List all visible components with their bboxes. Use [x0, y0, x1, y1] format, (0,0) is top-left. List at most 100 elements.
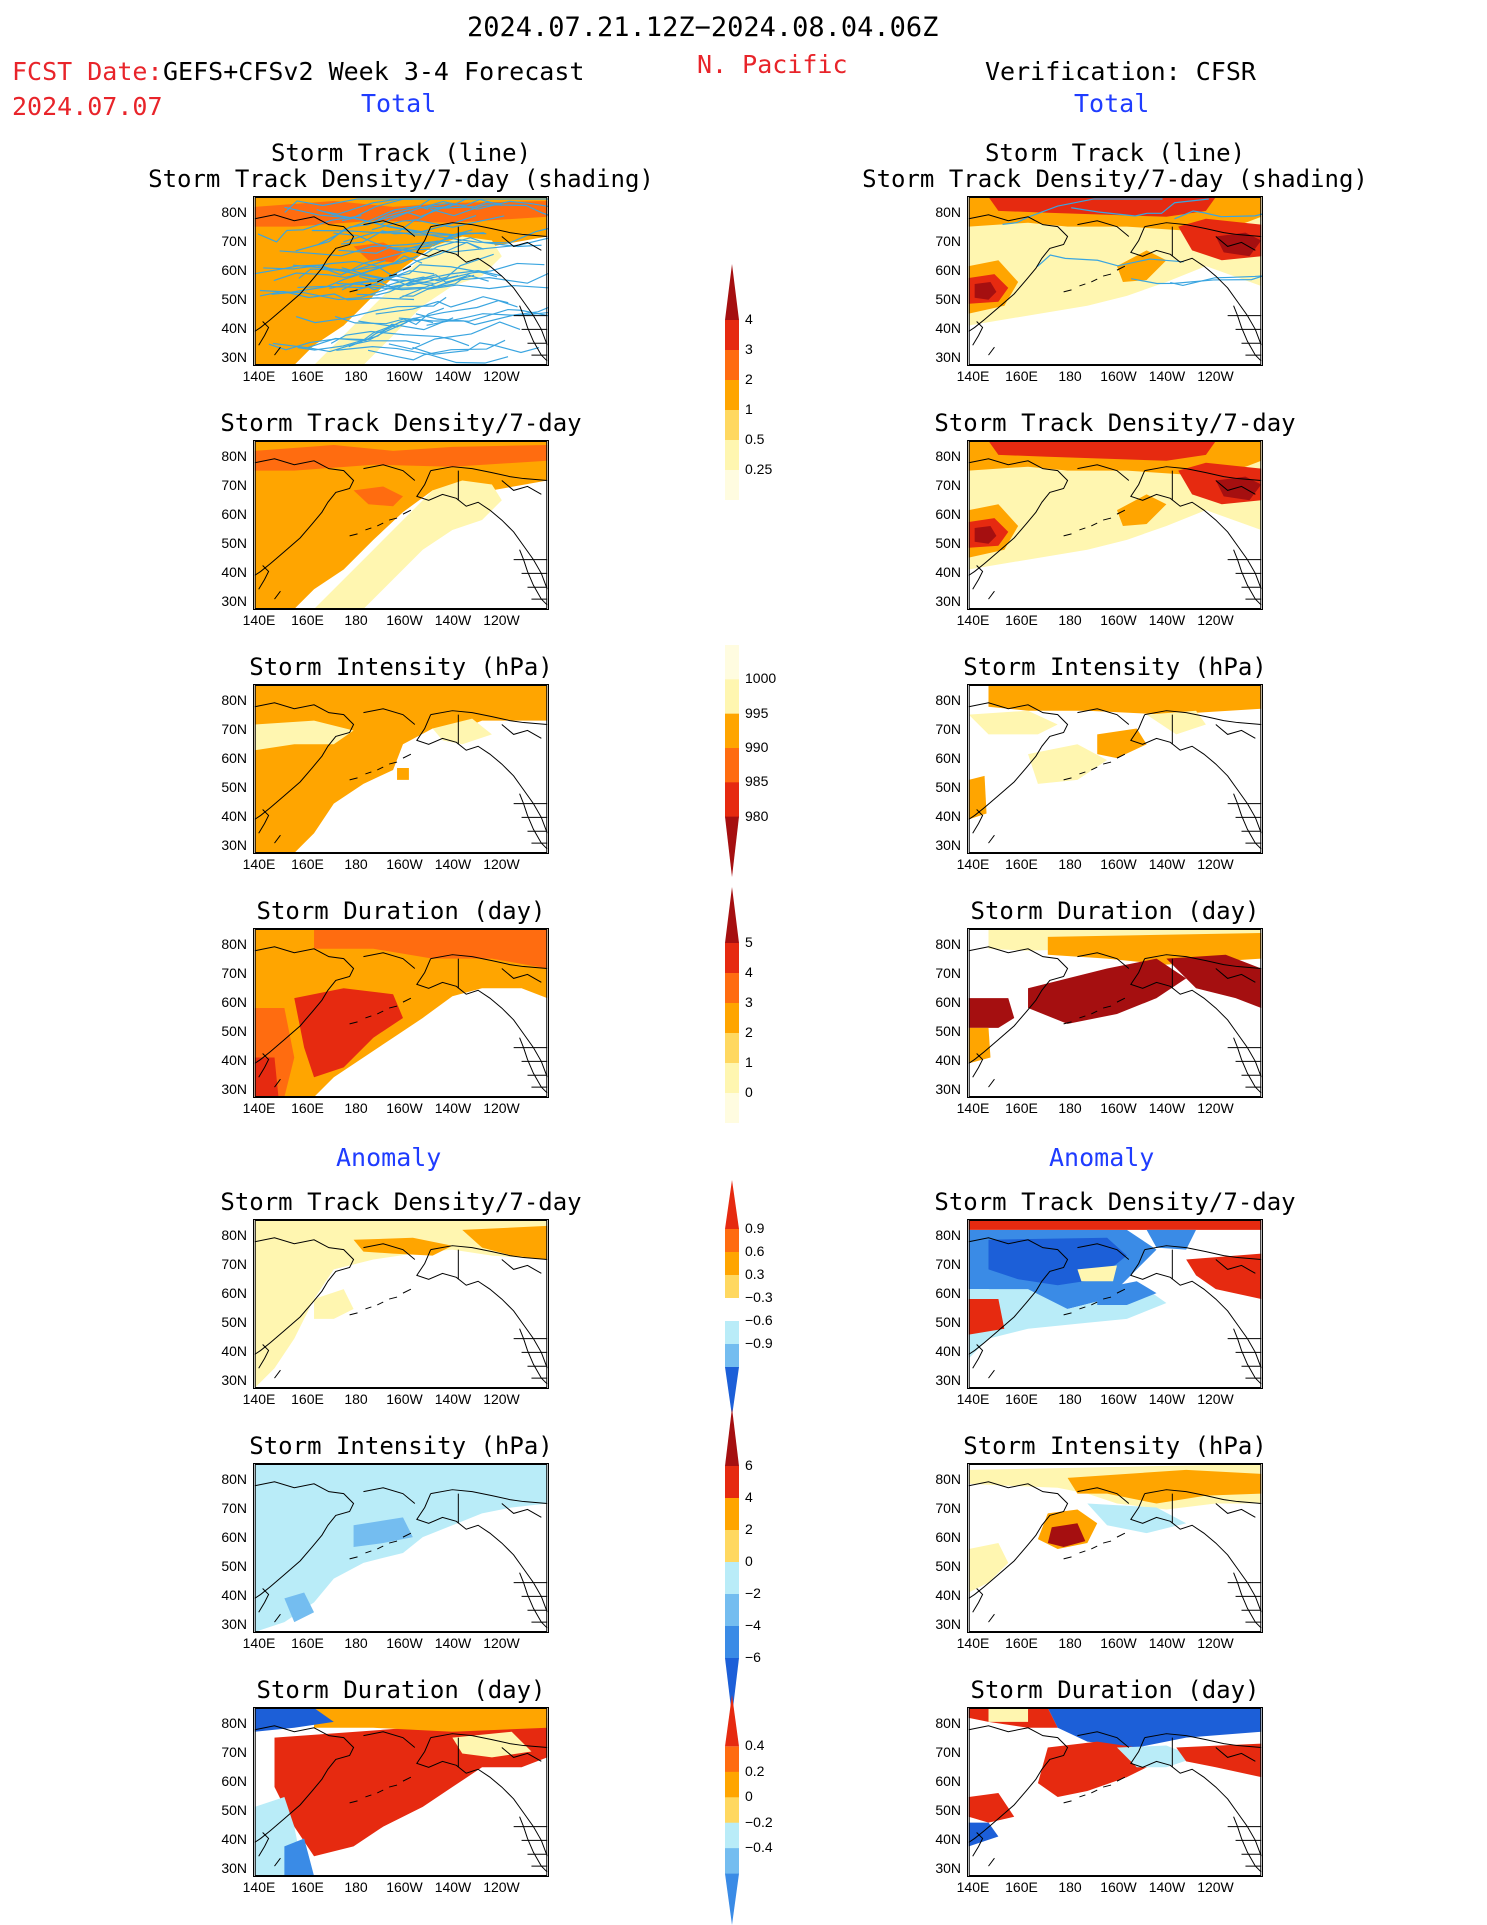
coastline — [416, 470, 548, 590]
lat-tick-label: 50N — [935, 1802, 961, 1818]
coastline — [258, 1053, 281, 1088]
lon-tick-label: 120W — [1197, 612, 1234, 628]
lat-tick-label: 40N — [221, 320, 247, 336]
left-panel-aduration-title-1: Storm Duration (day) — [256, 1676, 546, 1704]
colorbar-tick-label: 0.3 — [745, 1266, 765, 1282]
lat-tick-label: 60N — [935, 994, 961, 1010]
lon-tick-label: 180 — [344, 368, 368, 384]
shading-region-1 — [254, 1220, 548, 1388]
lon-tick-label: 140E — [242, 1879, 276, 1895]
left-panel-track-title-1: Storm Track (line) — [270, 139, 532, 167]
colorbar-swatch — [725, 713, 739, 749]
storm-track-line — [367, 339, 506, 361]
coastline — [501, 1503, 542, 1518]
coastline — [1063, 753, 1126, 781]
storm-track-line — [297, 255, 423, 289]
shading-region-4 — [968, 1289, 1167, 1359]
colorbar-tick-label: −0.4 — [745, 1839, 773, 1856]
coastline — [519, 549, 548, 606]
colorbar-swatch — [725, 1771, 739, 1798]
colorbar-tick-label: 0.9 — [745, 1220, 765, 1236]
coastline — [972, 1053, 995, 1088]
colorbar-tick-label: 0.25 — [745, 461, 773, 477]
shading-region-7 — [1186, 1253, 1262, 1300]
lat-tick-label: 60N — [935, 506, 961, 522]
coastline — [258, 809, 281, 844]
region-title: N. Pacific — [697, 50, 848, 79]
coastline — [972, 1344, 995, 1379]
colorbar-swatch — [725, 1594, 739, 1627]
shading-region-2 — [353, 1237, 453, 1256]
coastline — [1144, 710, 1262, 726]
colorbar-swatch — [725, 1695, 739, 1747]
coastline — [416, 1249, 548, 1369]
colorbar-swatch — [725, 470, 739, 500]
lon-tick-label: 160W — [1100, 368, 1137, 384]
storm-track-line — [375, 296, 509, 315]
lat-tick-label: 40N — [935, 1831, 961, 1847]
shading-region-9 — [1146, 1229, 1197, 1250]
lon-tick-label: 160W — [1100, 1879, 1137, 1895]
lat-tick-label: 30N — [221, 593, 247, 609]
left-map-intensity — [253, 684, 549, 854]
lat-tick-label: 40N — [221, 564, 247, 580]
shading-region-6 — [1146, 710, 1206, 735]
colorbar-density_anom — [725, 1180, 739, 1416]
shading-region-1 — [1047, 1708, 1262, 1748]
colorbar-intensity_total — [725, 645, 739, 877]
storm-track-line — [399, 262, 545, 299]
lon-tick-label: 140E — [242, 368, 276, 384]
shading-region-3 — [353, 486, 403, 507]
coastline — [1144, 1733, 1262, 1749]
coastline — [416, 958, 548, 1078]
right-panel-track-title-2: Storm Track Density/7-day (shading) — [862, 165, 1368, 193]
colorbar-tick-label: −0.3 — [745, 1289, 773, 1305]
coastline — [1215, 724, 1256, 739]
lat-tick-label: 50N — [221, 291, 247, 307]
coastline — [1144, 466, 1262, 482]
lon-tick-label: 140E — [956, 612, 990, 628]
lat-tick-label: 50N — [935, 291, 961, 307]
lon-tick-label: 120W — [1197, 1879, 1234, 1895]
colorbar-swatch — [725, 1298, 739, 1322]
colorbar-swatch — [725, 264, 739, 320]
lat-tick-label: 60N — [935, 750, 961, 766]
lon-tick-label: 160E — [291, 368, 324, 384]
lon-tick-label: 180 — [344, 1100, 368, 1116]
coastline — [968, 702, 1069, 820]
lon-tick-label: 160E — [1005, 1391, 1038, 1407]
coastline — [1215, 968, 1256, 983]
colorbar-tick-label: 5 — [745, 934, 753, 950]
lon-tick-label: 120W — [1197, 368, 1234, 384]
coastline — [254, 946, 355, 1064]
storm-track-line — [1131, 275, 1262, 285]
map-frame — [254, 1708, 548, 1876]
coastline — [254, 1481, 355, 1599]
shading-region-4 — [988, 1708, 1029, 1722]
shading-region-5 — [968, 998, 1015, 1028]
lat-tick-label: 70N — [221, 477, 247, 493]
lat-tick-label: 40N — [221, 1831, 247, 1847]
colorbar-swatch — [725, 1063, 739, 1094]
coastline — [1233, 305, 1262, 362]
left-map-aintensity — [253, 1463, 549, 1633]
coastline — [254, 458, 355, 576]
lat-tick-label: 80N — [935, 1471, 961, 1487]
shading-region-4 — [1166, 954, 1262, 1009]
coastline — [1077, 708, 1130, 725]
lat-tick-label: 70N — [935, 1256, 961, 1272]
right-map-aduration — [967, 1707, 1263, 1877]
left-panel-track-title-2: Storm Track Density/7-day (shading) — [148, 165, 654, 193]
lon-tick-label: 160E — [291, 1100, 324, 1116]
map-frame — [254, 197, 548, 365]
coastline — [349, 753, 412, 781]
colorbar-swatch — [725, 679, 739, 715]
lon-tick-label: 140W — [1148, 1635, 1186, 1651]
map-frame — [254, 441, 548, 609]
storm-track-line — [426, 198, 548, 209]
lon-tick-label: 160W — [386, 612, 423, 628]
lon-tick-label: 160W — [386, 368, 423, 384]
coastline — [519, 1816, 548, 1873]
coastline — [258, 565, 281, 600]
left-anomaly-label: Anomaly — [336, 1143, 442, 1172]
